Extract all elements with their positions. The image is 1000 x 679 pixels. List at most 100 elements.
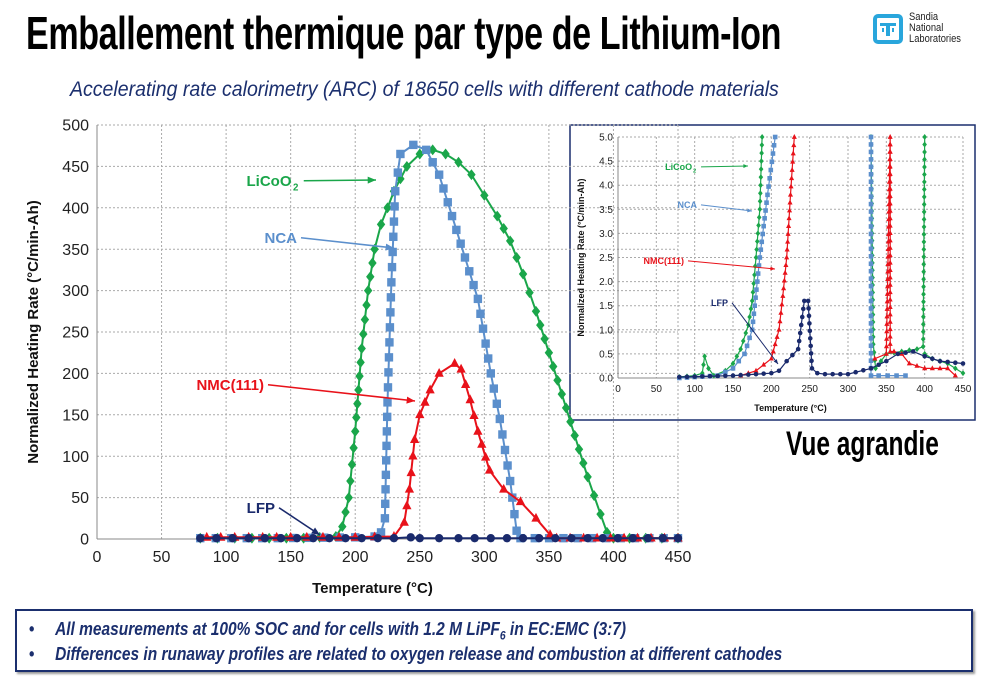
data-point xyxy=(776,368,782,374)
y-tick-label: 4.0 xyxy=(599,181,613,192)
data-point xyxy=(589,490,599,501)
data-point xyxy=(765,192,770,198)
bullet: • xyxy=(29,619,35,639)
data-point xyxy=(953,365,958,372)
data-point xyxy=(454,533,463,543)
data-point xyxy=(784,254,790,260)
data-point xyxy=(885,276,891,281)
data-point xyxy=(783,262,789,268)
data-point xyxy=(868,201,874,207)
data-point xyxy=(761,361,767,367)
data-point xyxy=(921,193,927,200)
data-point xyxy=(920,321,926,328)
data-point xyxy=(404,483,415,493)
x-tick-label: 250 xyxy=(801,384,818,395)
data-point xyxy=(770,348,776,354)
data-point xyxy=(761,371,766,376)
data-point xyxy=(406,467,416,477)
data-point xyxy=(884,335,890,341)
data-point xyxy=(887,244,893,250)
data-point xyxy=(808,351,814,356)
data-point xyxy=(887,318,893,324)
data-point xyxy=(677,374,682,380)
data-point xyxy=(544,347,554,359)
data-point xyxy=(806,313,812,319)
data-point xyxy=(408,450,418,460)
data-point xyxy=(887,193,893,199)
data-point xyxy=(387,262,397,272)
data-point xyxy=(465,267,474,276)
series-label-subscript: 2 xyxy=(693,169,697,175)
data-point xyxy=(391,187,400,196)
data-point xyxy=(861,367,866,373)
data-point xyxy=(922,134,927,140)
data-point xyxy=(743,330,749,337)
data-point xyxy=(753,295,758,300)
data-point xyxy=(753,371,759,377)
data-point xyxy=(759,142,765,149)
data-point xyxy=(868,186,874,192)
data-point xyxy=(883,343,889,349)
data-point xyxy=(960,361,966,366)
data-point xyxy=(454,156,463,168)
data-point xyxy=(868,306,874,311)
data-point xyxy=(531,512,541,522)
data-point xyxy=(796,338,802,344)
data-point xyxy=(798,322,804,328)
data-point xyxy=(583,471,592,483)
data-point xyxy=(753,367,759,373)
series-LFP: LFP xyxy=(196,500,683,543)
data-point xyxy=(470,533,479,543)
data-point xyxy=(756,214,762,221)
data-point xyxy=(748,305,754,312)
data-point xyxy=(476,309,485,318)
data-point xyxy=(684,374,690,380)
data-point xyxy=(566,416,575,428)
x-tick-label: 0 xyxy=(615,384,621,395)
data-point xyxy=(452,225,461,235)
data-point xyxy=(613,533,622,543)
data-point xyxy=(921,268,926,275)
x-tick-label: 300 xyxy=(471,549,498,566)
data-point xyxy=(583,533,592,543)
data-point xyxy=(723,369,728,375)
data-point xyxy=(868,328,874,334)
data-point xyxy=(512,252,521,263)
data-point xyxy=(500,445,510,455)
data-point xyxy=(434,170,444,179)
data-point xyxy=(492,399,502,408)
data-point xyxy=(885,246,891,252)
arrowhead-icon xyxy=(743,164,748,169)
notes-box: • All measurements at 100% SOC and for ce… xyxy=(15,609,973,672)
data-point xyxy=(381,470,391,480)
data-point xyxy=(598,533,607,543)
data-point xyxy=(409,140,418,150)
data-point xyxy=(428,158,437,167)
data-point xyxy=(887,267,893,272)
data-point xyxy=(782,269,788,275)
data-point xyxy=(409,434,420,443)
data-point xyxy=(415,533,424,543)
data-point xyxy=(505,235,515,247)
data-point xyxy=(887,333,893,339)
data-point xyxy=(887,252,893,258)
data-point xyxy=(450,358,460,367)
thunderbird-icon xyxy=(873,13,903,44)
y-tick-label: 3.5 xyxy=(599,205,613,216)
series-label: LFP xyxy=(711,298,728,308)
data-point xyxy=(341,506,350,518)
data-point xyxy=(920,328,926,335)
data-point xyxy=(887,230,893,235)
data-point xyxy=(499,223,508,234)
data-point xyxy=(868,373,874,378)
data-point xyxy=(758,166,764,173)
data-point xyxy=(953,360,958,366)
inset-frame xyxy=(569,124,976,421)
data-point xyxy=(383,398,392,407)
data-point xyxy=(884,283,891,289)
data-point xyxy=(561,402,571,414)
x-tick-label: 150 xyxy=(277,549,304,566)
data-point xyxy=(921,186,927,193)
data-point xyxy=(800,306,806,312)
data-point xyxy=(481,451,491,461)
